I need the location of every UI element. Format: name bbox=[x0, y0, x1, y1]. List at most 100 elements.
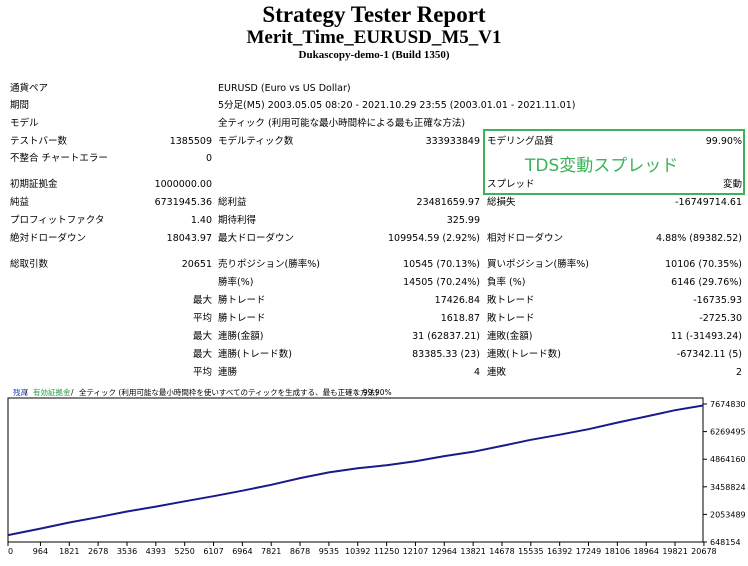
gross-loss-value: -16749714.61 bbox=[675, 197, 742, 208]
stat-value: -2725.30 bbox=[699, 313, 742, 324]
win-value: 14505 (70.24%) bbox=[403, 277, 480, 288]
long-value: 10106 (70.35%) bbox=[665, 259, 742, 270]
x-tick-label: 10392 bbox=[345, 547, 370, 556]
stat-label: 敗トレード bbox=[487, 295, 535, 306]
x-tick-label: 11250 bbox=[374, 547, 399, 556]
model-value: 全ティック (利用可能な最小時間枠による最も正確な方法) bbox=[218, 118, 466, 129]
stat-value: 17426.84 bbox=[434, 295, 480, 306]
x-tick-label: 5250 bbox=[175, 547, 195, 556]
stat-label: 連勝(金額) bbox=[218, 331, 264, 342]
total-trades-label: 総取引数 bbox=[10, 259, 49, 270]
report-title: Strategy Tester Report bbox=[262, 2, 486, 27]
spread-label: スプレッド bbox=[487, 179, 535, 190]
model-label: モデル bbox=[10, 118, 39, 129]
x-tick-label: 1821 bbox=[59, 547, 79, 556]
y-tick-label: 7674830 bbox=[710, 400, 746, 409]
spread-value: 変動 bbox=[722, 179, 742, 190]
stat-value: 31 (62837.21) bbox=[412, 331, 480, 342]
x-tick-label: 16392 bbox=[547, 547, 572, 556]
gross-profit-value: 23481659.97 bbox=[416, 197, 480, 208]
payoff-label: 期待利得 bbox=[218, 215, 257, 226]
x-tick-label: 3536 bbox=[117, 547, 137, 556]
stat-label: 連勝 bbox=[218, 367, 238, 378]
loss-value: 6146 (29.76%) bbox=[671, 277, 742, 288]
stat-value: 1618.87 bbox=[440, 313, 480, 324]
win-label: 勝率(%) bbox=[218, 277, 254, 288]
stat-label: 連敗 bbox=[487, 367, 507, 378]
y-tick-label: 4864160 bbox=[710, 455, 746, 464]
x-tick-label: 20678 bbox=[691, 547, 716, 556]
x-tick-label: 6964 bbox=[232, 547, 252, 556]
x-tick-label: 2678 bbox=[88, 547, 108, 556]
stat-value: -16735.93 bbox=[693, 295, 742, 306]
legend-entry: 有効証拠金 bbox=[33, 387, 71, 397]
pair-label: 通貨ペア bbox=[10, 83, 49, 94]
legend-entry: 全ティック (利用可能な最小時間枠を使いすべてのティックを生成する、最も正確な方… bbox=[79, 387, 378, 397]
bars-value: 1385509 bbox=[169, 136, 212, 147]
equity-chart: 残高 / 有効証拠金 / 全ティック (利用可能な最小時間枠を使いすべてのティックを生成… bbox=[0, 382, 748, 562]
total-trades-value: 20651 bbox=[181, 259, 212, 270]
bars-label: テストバー数 bbox=[10, 136, 68, 147]
ea-name: Merit_Time_EURUSD_M5_V1 bbox=[246, 27, 502, 48]
max-dd-value: 109954.59 (2.92%) bbox=[388, 233, 480, 244]
stat-value: 2 bbox=[735, 367, 742, 378]
y-tick-label: 3458824 bbox=[710, 483, 746, 492]
x-tick-label: 7821 bbox=[261, 547, 281, 556]
stat-qualifier: 平均 bbox=[192, 313, 212, 324]
short-label: 売りポジション(勝率%) bbox=[218, 259, 320, 270]
server-name: Dukascopy-demo-1 (Build 1350) bbox=[298, 49, 450, 61]
long-label: 買いポジション(勝率%) bbox=[487, 259, 589, 270]
spread-highlight-box bbox=[483, 129, 745, 195]
x-tick-label: 14678 bbox=[489, 547, 514, 556]
legend-entry: 99.90% bbox=[363, 388, 392, 397]
x-tick-label: 964 bbox=[33, 547, 48, 556]
spread-annotation: TDS変動スプレッド bbox=[525, 156, 679, 176]
ticks-value: 333933849 bbox=[425, 136, 480, 147]
stat-label: 敗トレード bbox=[487, 313, 535, 324]
payoff-value: 325.99 bbox=[446, 215, 480, 226]
legend-separator: / bbox=[71, 388, 74, 397]
stat-value: 83385.33 (23) bbox=[412, 349, 480, 360]
pf-value: 1.40 bbox=[190, 215, 212, 226]
stat-qualifier: 最大 bbox=[192, 331, 212, 342]
deposit-label: 初期証拠金 bbox=[10, 179, 58, 190]
x-tick-label: 8678 bbox=[290, 547, 310, 556]
stat-label: 連敗(金額) bbox=[487, 331, 533, 342]
balance-line bbox=[7, 404, 704, 537]
deposit-value: 1000000.00 bbox=[154, 179, 212, 190]
y-tick-label: 2053489 bbox=[710, 510, 746, 519]
stat-qualifier: 最大 bbox=[192, 349, 212, 360]
legend-entry: 残高 bbox=[13, 387, 28, 397]
equity-chart-svg: 残高/有効証拠金 / 全ティック (利用可能な最小時間枠を使いすべてのティックを生成… bbox=[7, 387, 746, 556]
period-value: 5分足(M5) 2003.05.05 08:20 - 2021.10.29 23… bbox=[218, 100, 576, 111]
gross-loss-label: 総損失 bbox=[487, 197, 516, 208]
stat-value: 11 (-31493.24) bbox=[670, 331, 742, 342]
legend-separator: / bbox=[355, 388, 358, 397]
x-tick-label: 6107 bbox=[203, 547, 223, 556]
stat-value: 4 bbox=[473, 367, 480, 378]
stat-value: -67342.11 (5) bbox=[676, 349, 742, 360]
plot-frame bbox=[7, 397, 704, 543]
max-dd-label: 最大ドローダウン bbox=[218, 233, 295, 244]
x-tick-label: 15535 bbox=[518, 547, 543, 556]
stat-qualifier: 平均 bbox=[192, 367, 212, 378]
period-label: 期間 bbox=[10, 100, 30, 111]
ticks-label: モデルティック数 bbox=[218, 136, 294, 147]
x-tick-label: 4393 bbox=[146, 547, 166, 556]
x-tick-label: 17249 bbox=[576, 547, 601, 556]
loss-label: 負率 (%) bbox=[487, 277, 526, 288]
x-tick-label: 12964 bbox=[432, 547, 457, 556]
legend-separator: / bbox=[25, 388, 28, 397]
x-tick-label: 19821 bbox=[662, 547, 687, 556]
x-tick-label: 9535 bbox=[319, 547, 339, 556]
stat-label: 連敗(トレード数) bbox=[487, 349, 561, 360]
net-value: 6731945.36 bbox=[154, 197, 212, 208]
rel-dd-label: 相対ドローダウン bbox=[487, 233, 564, 244]
x-tick-label: 0 bbox=[8, 547, 13, 556]
quality-value: 99.90% bbox=[705, 136, 742, 147]
y-tick-label: 648154 bbox=[710, 538, 741, 547]
stat-label: 勝トレード bbox=[218, 313, 266, 324]
x-tick-label: 12107 bbox=[403, 547, 428, 556]
mismatch-label: 不整合 チャートエラー bbox=[10, 153, 108, 164]
rel-dd-value: 4.88% (89382.52) bbox=[656, 233, 742, 244]
